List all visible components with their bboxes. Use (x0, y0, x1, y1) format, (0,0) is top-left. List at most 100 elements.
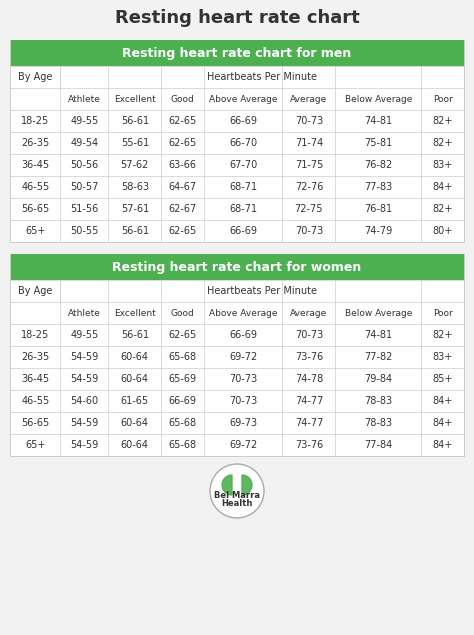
Text: 60-64: 60-64 (121, 374, 149, 384)
Text: 56-61: 56-61 (121, 226, 149, 236)
Text: 72-76: 72-76 (295, 182, 323, 192)
Text: 84+: 84+ (432, 396, 453, 406)
Text: 74-77: 74-77 (295, 418, 323, 428)
Text: Poor: Poor (433, 309, 453, 318)
Text: Excellent: Excellent (114, 95, 156, 104)
Text: 60-64: 60-64 (121, 352, 149, 362)
Text: 50-56: 50-56 (70, 160, 99, 170)
Text: 70-73: 70-73 (295, 226, 323, 236)
Text: 83+: 83+ (432, 160, 453, 170)
Text: 85+: 85+ (432, 374, 453, 384)
Text: 74-79: 74-79 (364, 226, 392, 236)
Text: 65-68: 65-68 (169, 352, 197, 362)
Circle shape (210, 464, 264, 518)
Text: 65+: 65+ (25, 226, 46, 236)
Text: Good: Good (171, 95, 195, 104)
Text: 60-64: 60-64 (121, 418, 149, 428)
Text: 56-65: 56-65 (21, 204, 49, 214)
Text: 49-55: 49-55 (70, 116, 99, 126)
Text: 69-72: 69-72 (229, 352, 257, 362)
Text: 50-57: 50-57 (70, 182, 99, 192)
Text: Resting heart rate chart for women: Resting heart rate chart for women (112, 260, 362, 274)
Text: 65-68: 65-68 (169, 440, 197, 450)
Text: 63-66: 63-66 (169, 160, 197, 170)
Text: 78-83: 78-83 (364, 418, 392, 428)
Text: 69-73: 69-73 (229, 418, 257, 428)
Text: 58-63: 58-63 (121, 182, 149, 192)
Text: 77-84: 77-84 (364, 440, 392, 450)
Text: Excellent: Excellent (114, 309, 156, 318)
Text: 73-76: 73-76 (295, 440, 323, 450)
Text: 51-56: 51-56 (70, 204, 99, 214)
Text: 66-70: 66-70 (229, 138, 257, 148)
Text: Health: Health (221, 498, 253, 507)
Text: 56-61: 56-61 (121, 330, 149, 340)
Text: 56-65: 56-65 (21, 418, 49, 428)
Text: 46-55: 46-55 (21, 182, 49, 192)
Text: 73-76: 73-76 (295, 352, 323, 362)
Text: Above Average: Above Average (209, 309, 278, 318)
Text: 68-71: 68-71 (229, 204, 257, 214)
Text: 67-70: 67-70 (229, 160, 257, 170)
Text: 62-65: 62-65 (169, 330, 197, 340)
Text: 26-35: 26-35 (21, 138, 49, 148)
Text: 66-69: 66-69 (229, 116, 257, 126)
Text: Heartbeats Per Minute: Heartbeats Per Minute (207, 286, 317, 296)
Text: 65+: 65+ (25, 440, 46, 450)
Text: 18-25: 18-25 (21, 116, 49, 126)
Text: 54-59: 54-59 (70, 352, 99, 362)
Text: 54-59: 54-59 (70, 374, 99, 384)
Text: 77-82: 77-82 (364, 352, 392, 362)
Text: 75-81: 75-81 (364, 138, 392, 148)
Text: 82+: 82+ (432, 116, 453, 126)
Bar (10, 40, 464, 66)
Text: Average: Average (290, 309, 328, 318)
Text: 46-55: 46-55 (21, 396, 49, 406)
Text: 70-73: 70-73 (229, 374, 257, 384)
Text: 65-68: 65-68 (169, 418, 197, 428)
Text: 70-73: 70-73 (295, 116, 323, 126)
Text: By Age: By Age (18, 72, 53, 82)
Text: 68-71: 68-71 (229, 182, 257, 192)
Text: Average: Average (290, 95, 328, 104)
Text: 72-75: 72-75 (295, 204, 323, 214)
Text: Below Average: Below Average (345, 309, 412, 318)
Text: 54-59: 54-59 (70, 418, 99, 428)
Text: 57-61: 57-61 (121, 204, 149, 214)
Text: 74-81: 74-81 (364, 330, 392, 340)
Text: 54-60: 54-60 (70, 396, 99, 406)
Text: 62-65: 62-65 (169, 138, 197, 148)
Text: 70-73: 70-73 (229, 396, 257, 406)
Text: Athlete: Athlete (68, 95, 101, 104)
Text: 56-61: 56-61 (121, 116, 149, 126)
Text: 62-65: 62-65 (169, 226, 197, 236)
Text: 71-74: 71-74 (295, 138, 323, 148)
Text: 64-67: 64-67 (169, 182, 197, 192)
Text: 66-69: 66-69 (229, 226, 257, 236)
Text: 36-45: 36-45 (21, 374, 49, 384)
Text: Resting heart rate chart: Resting heart rate chart (115, 9, 359, 27)
Text: 57-62: 57-62 (121, 160, 149, 170)
Text: 70-73: 70-73 (295, 330, 323, 340)
Text: 65-69: 65-69 (169, 374, 197, 384)
Text: By Age: By Age (18, 286, 53, 296)
Text: 62-65: 62-65 (169, 116, 197, 126)
Text: 77-83: 77-83 (364, 182, 392, 192)
Text: Bel Marra: Bel Marra (214, 490, 260, 500)
Text: 69-72: 69-72 (229, 440, 257, 450)
Text: 78-83: 78-83 (364, 396, 392, 406)
Text: 84+: 84+ (432, 182, 453, 192)
Text: 49-55: 49-55 (70, 330, 99, 340)
Text: Athlete: Athlete (68, 309, 101, 318)
Text: 82+: 82+ (432, 204, 453, 214)
Polygon shape (242, 475, 252, 495)
Text: 74-81: 74-81 (364, 116, 392, 126)
Text: 61-65: 61-65 (121, 396, 149, 406)
Text: 36-45: 36-45 (21, 160, 49, 170)
Text: 76-82: 76-82 (364, 160, 392, 170)
Bar (10, 40, 464, 242)
Text: Poor: Poor (433, 95, 453, 104)
Text: 54-59: 54-59 (70, 440, 99, 450)
Text: 84+: 84+ (432, 440, 453, 450)
Text: 60-64: 60-64 (121, 440, 149, 450)
